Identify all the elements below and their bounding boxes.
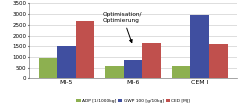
Legend: ADP [1/1000kg], GWP 100 [g/10kg], CED [MJ]: ADP [1/1000kg], GWP 100 [g/10kg], CED [M…	[74, 97, 192, 105]
Bar	[76, 21, 94, 78]
Bar	[38, 58, 57, 78]
Bar	[209, 44, 228, 78]
Text: Optimisation/
Optimierung: Optimisation/ Optimierung	[103, 12, 143, 43]
Bar	[190, 15, 209, 78]
Bar	[172, 66, 190, 78]
Bar	[57, 46, 76, 78]
Bar	[143, 43, 161, 78]
Bar	[124, 60, 143, 78]
Bar	[105, 66, 124, 78]
